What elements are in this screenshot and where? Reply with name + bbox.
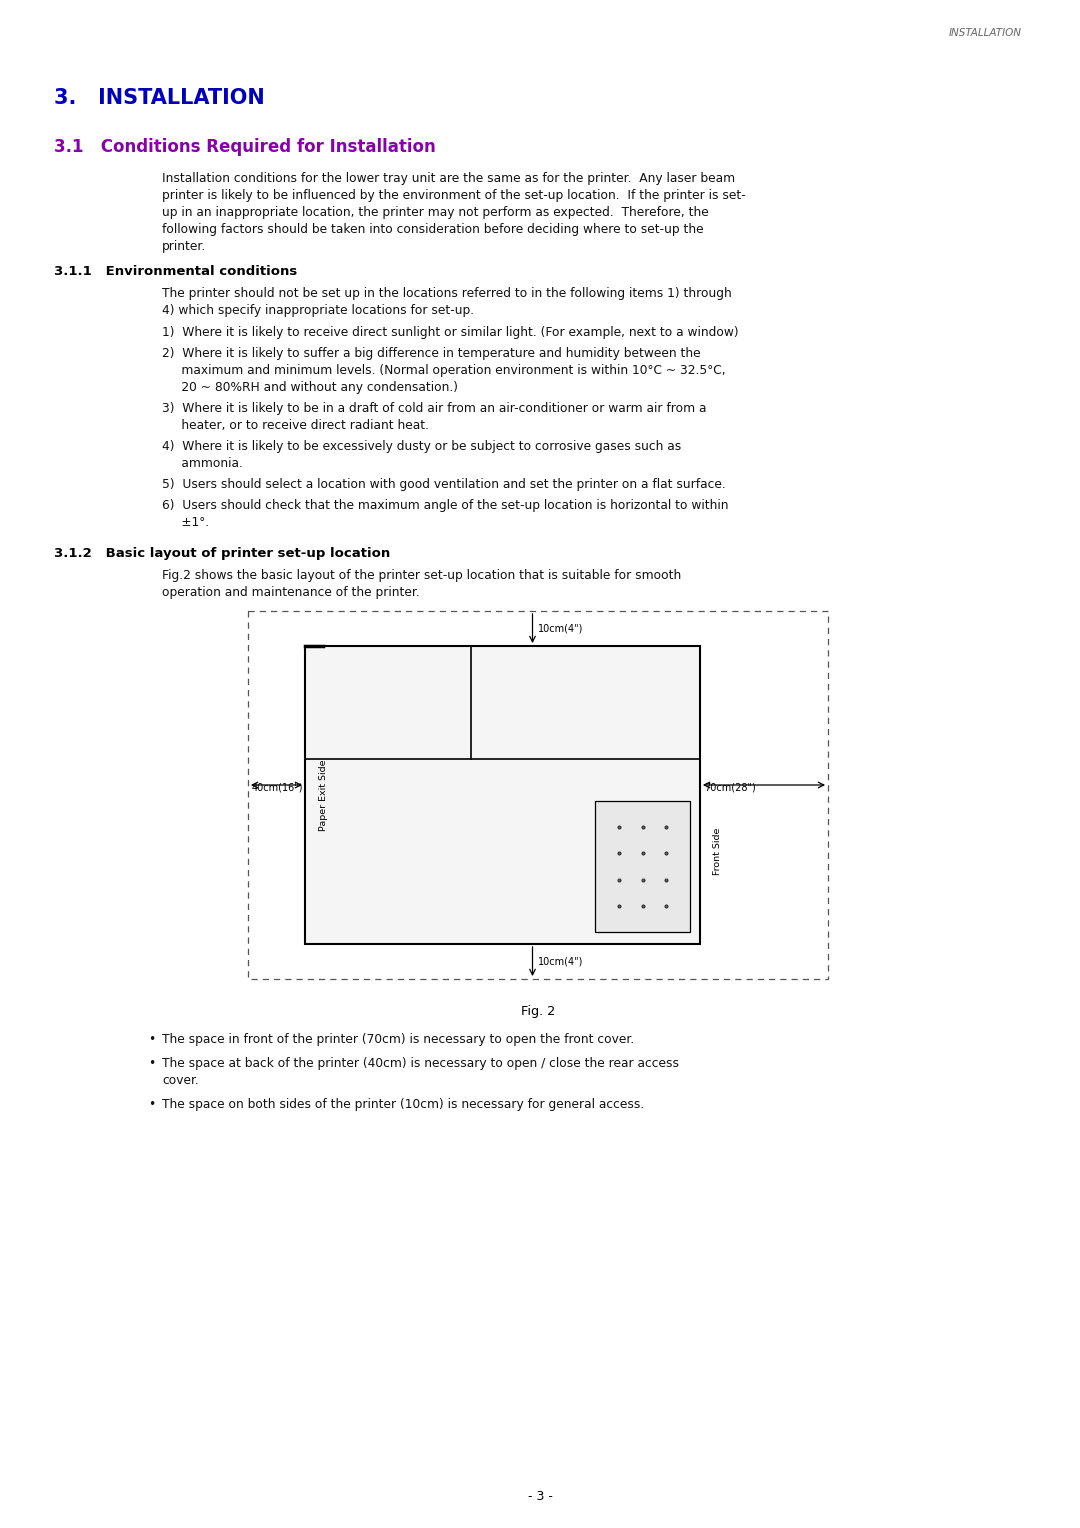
Text: •: • [148, 1033, 156, 1047]
Text: up in an inappropriate location, the printer may not perform as expected.  There: up in an inappropriate location, the pri… [162, 206, 708, 219]
Text: 10cm(4"): 10cm(4") [538, 957, 583, 966]
Text: 3.1   Conditions Required for Installation: 3.1 Conditions Required for Installation [54, 138, 435, 156]
Text: 3.   INSTALLATION: 3. INSTALLATION [54, 89, 265, 108]
Text: 10cm(4"): 10cm(4") [538, 623, 583, 633]
Text: 4) which specify inappropriate locations for set-up.: 4) which specify inappropriate locations… [162, 304, 474, 316]
Text: printer is likely to be influenced by the environment of the set-up location.  I: printer is likely to be influenced by th… [162, 189, 746, 202]
Text: 3)  Where it is likely to be in a draft of cold air from an air-conditioner or w: 3) Where it is likely to be in a draft o… [162, 402, 706, 416]
Text: The space in front of the printer (70cm) is necessary to open the front cover.: The space in front of the printer (70cm)… [162, 1033, 634, 1047]
Text: 4)  Where it is likely to be excessively dusty or be subject to corrosive gases : 4) Where it is likely to be excessively … [162, 440, 681, 452]
Text: - 3 -: - 3 - [527, 1490, 553, 1504]
Text: 5)  Users should select a location with good ventilation and set the printer on : 5) Users should select a location with g… [162, 478, 726, 490]
Polygon shape [305, 646, 700, 944]
Text: printer.: printer. [162, 240, 206, 254]
Text: following factors should be taken into consideration before deciding where to se: following factors should be taken into c… [162, 223, 704, 235]
Text: Fig. 2: Fig. 2 [521, 1005, 555, 1018]
Text: maximum and minimum levels. (Normal operation environment is within 10°C ~ 32.5°: maximum and minimum levels. (Normal oper… [162, 364, 726, 377]
Text: 40cm(16"): 40cm(16") [252, 782, 303, 793]
Text: The space at back of the printer (40cm) is necessary to open / close the rear ac: The space at back of the printer (40cm) … [162, 1057, 679, 1070]
Text: 6)  Users should check that the maximum angle of the set-up location is horizont: 6) Users should check that the maximum a… [162, 500, 729, 512]
Text: The printer should not be set up in the locations referred to in the following i: The printer should not be set up in the … [162, 287, 732, 299]
Text: 70cm(28"): 70cm(28") [704, 782, 756, 793]
Text: operation and maintenance of the printer.: operation and maintenance of the printer… [162, 587, 420, 599]
Text: ammonia.: ammonia. [162, 457, 243, 471]
Text: 3.1.2   Basic layout of printer set-up location: 3.1.2 Basic layout of printer set-up loc… [54, 547, 390, 559]
Text: 20 ~ 80%RH and without any condensation.): 20 ~ 80%RH and without any condensation.… [162, 380, 458, 394]
Text: The space on both sides of the printer (10cm) is necessary for general access.: The space on both sides of the printer (… [162, 1099, 645, 1111]
Text: •: • [148, 1057, 156, 1070]
Text: Installation conditions for the lower tray unit are the same as for the printer.: Installation conditions for the lower tr… [162, 173, 735, 185]
Text: 2)  Where it is likely to suffer a big difference in temperature and humidity be: 2) Where it is likely to suffer a big di… [162, 347, 701, 361]
Text: Fig.2 shows the basic layout of the printer set-up location that is suitable for: Fig.2 shows the basic layout of the prin… [162, 568, 681, 582]
Text: ±1°.: ±1°. [162, 516, 210, 529]
Text: heater, or to receive direct radiant heat.: heater, or to receive direct radiant hea… [162, 419, 429, 432]
Text: •: • [148, 1099, 156, 1111]
Text: Paper Exit Side: Paper Exit Side [319, 759, 327, 831]
Text: Front Side: Front Side [714, 828, 723, 876]
Text: INSTALLATION: INSTALLATION [949, 28, 1022, 38]
Text: 1)  Where it is likely to receive direct sunlight or similar light. (For example: 1) Where it is likely to receive direct … [162, 325, 739, 339]
Text: 3.1.1   Environmental conditions: 3.1.1 Environmental conditions [54, 264, 297, 278]
Polygon shape [595, 801, 690, 932]
Text: cover.: cover. [162, 1074, 199, 1086]
